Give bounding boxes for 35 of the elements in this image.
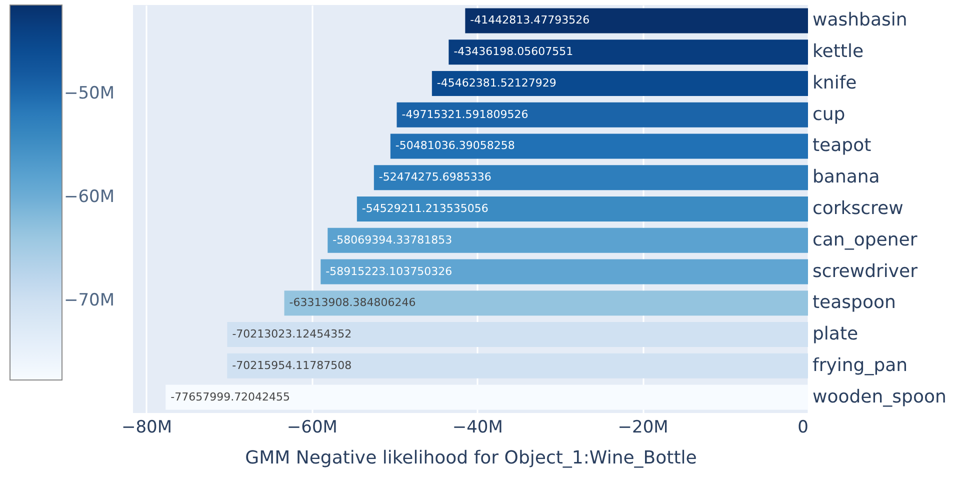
y-tick-label: knife — [812, 72, 857, 94]
data-label: -58915223.103750326 — [326, 264, 452, 278]
data-label: -43436198.05607551 — [454, 45, 574, 58]
y-tick-label: banana — [812, 166, 880, 188]
x-axis-title: GMM Negative likelihood for Object_1:Wine_Bottle — [245, 448, 697, 468]
data-label: -41442813.47793526 — [470, 14, 590, 27]
y-tick-label: cup — [812, 104, 846, 125]
data-label: -70215954.11787508 — [232, 358, 352, 372]
color-bar-label: −70M — [64, 290, 115, 311]
y-tick-label: screwdriver — [812, 260, 918, 282]
data-label: -45462381.52127929 — [436, 76, 556, 90]
color-bar-label: −50M — [64, 84, 115, 104]
y-tick-label: plate — [812, 324, 858, 345]
data-label: -52474275.6985336 — [378, 170, 492, 184]
data-label: -50481036.39058258 — [395, 139, 515, 152]
x-tick-label: −40M — [452, 418, 503, 438]
x-tick-label: −20M — [618, 418, 668, 438]
y-tick-label: washbasin — [812, 10, 908, 31]
y-tick-label: kettle — [812, 41, 864, 62]
data-label: -49715321.591809526 — [402, 108, 528, 121]
data-label: -54529211.213535056 — [362, 202, 488, 215]
y-tick-label: corkscrew — [812, 198, 904, 219]
x-tick-label: −80M — [121, 418, 172, 438]
data-label: -58069394.33781853 — [332, 233, 452, 246]
data-label: -77657999.72042455 — [170, 390, 290, 404]
color-bar-label: −60M — [64, 187, 115, 208]
y-tick-label: frying_pan — [812, 354, 908, 376]
y-tick-label: teaspoon — [812, 292, 896, 314]
x-tick-label: 0 — [798, 418, 808, 438]
x-tick-label: −60M — [286, 418, 338, 438]
data-label: -70213023.12454352 — [232, 328, 352, 341]
data-label: -63313908.384806246 — [289, 296, 416, 310]
y-tick-label: wooden_spoon — [812, 386, 946, 408]
y-tick-label: can_opener — [812, 229, 918, 250]
y-tick-label: teapot — [812, 135, 872, 156]
